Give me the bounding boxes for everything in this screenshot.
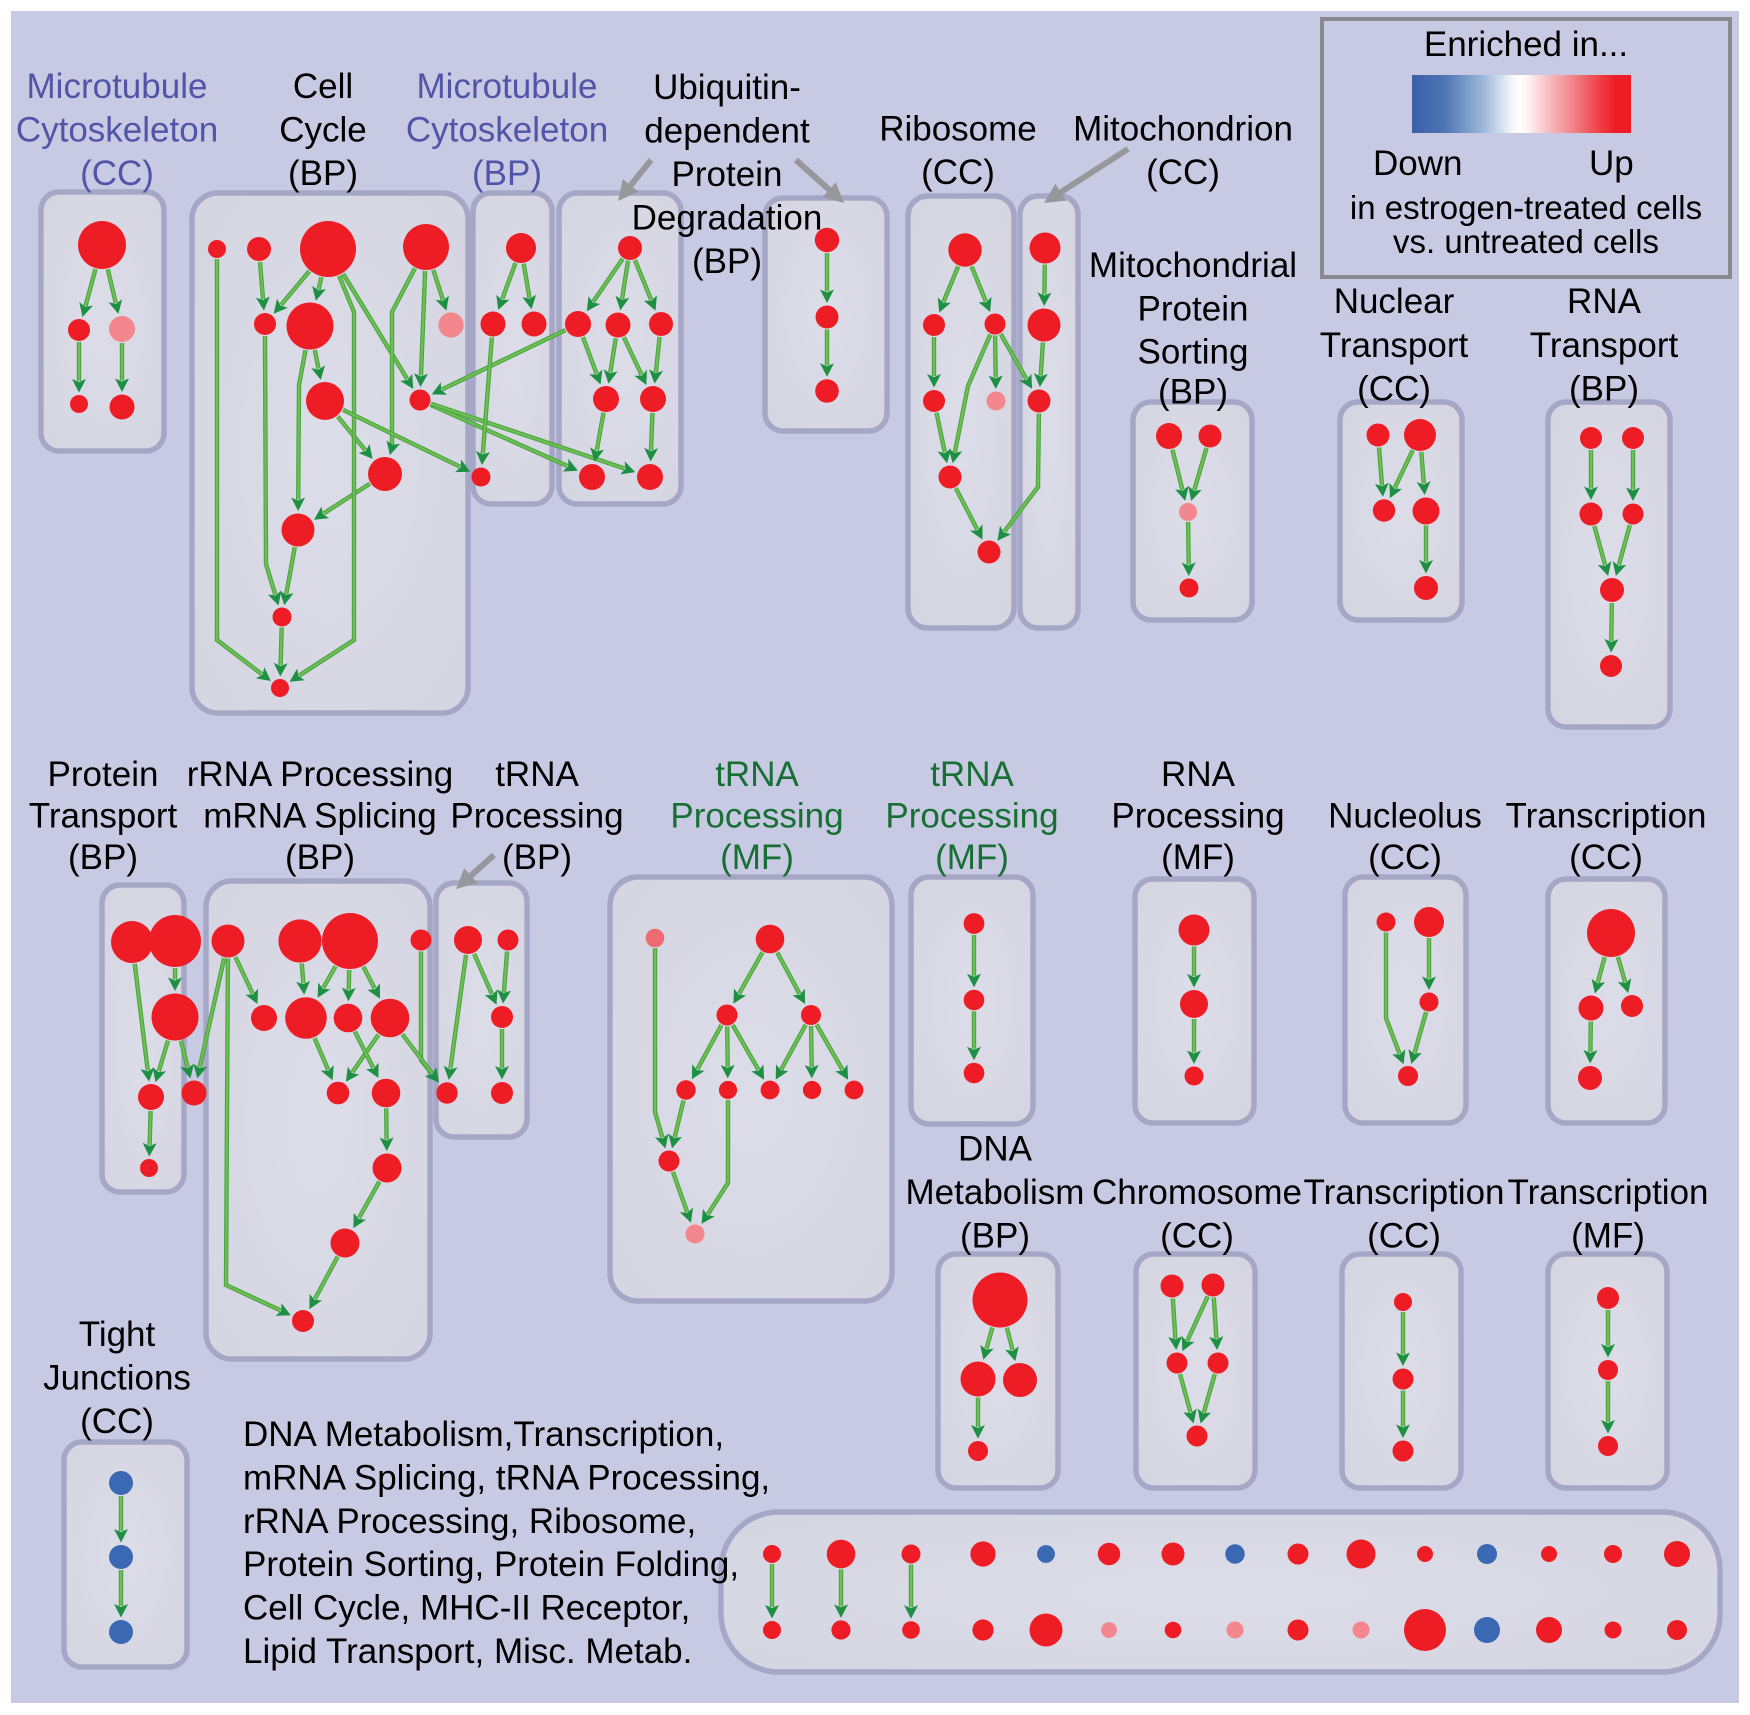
svg-text:(BP): (BP) xyxy=(288,154,358,193)
svg-text:Metabolism: Metabolism xyxy=(906,1173,1085,1212)
svg-text:Junctions: Junctions xyxy=(43,1359,191,1398)
svg-text:Transcription: Transcription xyxy=(1508,1173,1709,1212)
svg-text:(BP): (BP) xyxy=(68,838,138,877)
svg-text:tRNA: tRNA xyxy=(495,755,579,794)
svg-text:Processing: Processing xyxy=(670,797,843,836)
svg-text:Transport: Transport xyxy=(29,797,178,836)
svg-text:Cell: Cell xyxy=(293,67,353,106)
svg-text:Cytoskeleton: Cytoskeleton xyxy=(406,111,608,150)
svg-text:tRNA: tRNA xyxy=(715,755,799,794)
svg-text:Ribosome: Ribosome xyxy=(879,109,1037,148)
svg-text:(CC): (CC) xyxy=(80,1402,154,1441)
svg-text:(MF): (MF) xyxy=(1161,838,1235,877)
svg-text:Up: Up xyxy=(1589,144,1634,183)
svg-text:Processing: Processing xyxy=(1111,797,1284,836)
svg-text:vs. untreated cells: vs. untreated cells xyxy=(1393,223,1659,260)
svg-text:Tight: Tight xyxy=(79,1315,156,1354)
svg-text:(CC): (CC) xyxy=(921,153,995,192)
svg-text:Nuclear: Nuclear xyxy=(1334,282,1455,321)
svg-text:Enriched in...: Enriched in... xyxy=(1424,25,1628,64)
svg-text:Cytoskeleton: Cytoskeleton xyxy=(16,111,218,150)
svg-text:Transport: Transport xyxy=(1530,326,1679,365)
svg-text:(MF): (MF) xyxy=(935,838,1009,877)
svg-text:Degradation: Degradation xyxy=(632,199,823,238)
svg-text:Protein: Protein xyxy=(1138,289,1249,328)
svg-text:Nucleolus: Nucleolus xyxy=(1328,797,1482,836)
svg-text:Processing: Processing xyxy=(450,797,623,836)
svg-text:Microtubule: Microtubule xyxy=(417,67,598,106)
svg-text:mRNA Splicing, tRNA Processing: mRNA Splicing, tRNA Processing, xyxy=(243,1458,770,1497)
svg-text:tRNA: tRNA xyxy=(930,755,1014,794)
svg-text:(CC): (CC) xyxy=(1160,1217,1234,1256)
svg-text:(CC): (CC) xyxy=(1146,153,1220,192)
svg-text:(BP): (BP) xyxy=(502,838,572,877)
svg-text:Cycle: Cycle xyxy=(279,111,367,150)
svg-text:Protein Sorting, Protein Foldi: Protein Sorting, Protein Folding, xyxy=(243,1545,739,1584)
svg-text:Chromosome: Chromosome xyxy=(1092,1173,1302,1212)
svg-text:(BP): (BP) xyxy=(1158,373,1228,412)
svg-text:Sorting: Sorting xyxy=(1138,333,1249,372)
svg-text:mRNA Splicing: mRNA Splicing xyxy=(203,797,436,836)
svg-text:(CC): (CC) xyxy=(1368,838,1442,877)
svg-text:(BP): (BP) xyxy=(692,242,762,281)
svg-text:Protein: Protein xyxy=(48,755,159,794)
svg-text:DNA Metabolism,Transcription,: DNA Metabolism,Transcription, xyxy=(243,1415,724,1454)
svg-text:Mitochondrial: Mitochondrial xyxy=(1089,246,1297,285)
svg-text:(BP): (BP) xyxy=(1569,370,1639,409)
svg-text:Cell Cycle, MHC-II Receptor,: Cell Cycle, MHC-II Receptor, xyxy=(243,1589,690,1628)
svg-text:(MF): (MF) xyxy=(1571,1217,1645,1256)
svg-text:rRNA Processing: rRNA Processing xyxy=(187,755,453,794)
svg-text:in estrogen-treated cells: in estrogen-treated cells xyxy=(1350,189,1702,226)
svg-text:Processing: Processing xyxy=(885,797,1058,836)
svg-text:(CC): (CC) xyxy=(80,154,154,193)
svg-text:RNA: RNA xyxy=(1567,282,1642,321)
svg-text:Down: Down xyxy=(1373,144,1462,183)
svg-text:Microtubule: Microtubule xyxy=(27,67,208,106)
svg-text:Transcription: Transcription xyxy=(1506,797,1707,836)
svg-text:rRNA Processing, Ribosome,: rRNA Processing, Ribosome, xyxy=(243,1502,696,1541)
svg-text:Lipid Transport, Misc. Metab.: Lipid Transport, Misc. Metab. xyxy=(243,1632,692,1671)
svg-text:(CC): (CC) xyxy=(1357,370,1431,409)
svg-text:Mitochondrion: Mitochondrion xyxy=(1073,109,1293,148)
svg-text:(BP): (BP) xyxy=(472,154,542,193)
svg-text:Ubiquitin-: Ubiquitin- xyxy=(653,68,801,107)
svg-text:(MF): (MF) xyxy=(720,838,794,877)
svg-text:Transport: Transport xyxy=(1320,326,1469,365)
svg-text:(CC): (CC) xyxy=(1367,1217,1441,1256)
svg-text:DNA: DNA xyxy=(958,1130,1033,1169)
svg-text:(CC): (CC) xyxy=(1569,838,1643,877)
svg-text:(BP): (BP) xyxy=(960,1217,1030,1256)
svg-text:Transcription: Transcription xyxy=(1304,1173,1505,1212)
svg-text:Protein: Protein xyxy=(672,155,783,194)
svg-text:dependent: dependent xyxy=(644,112,810,151)
svg-text:(BP): (BP) xyxy=(285,838,355,877)
svg-text:RNA: RNA xyxy=(1161,755,1236,794)
